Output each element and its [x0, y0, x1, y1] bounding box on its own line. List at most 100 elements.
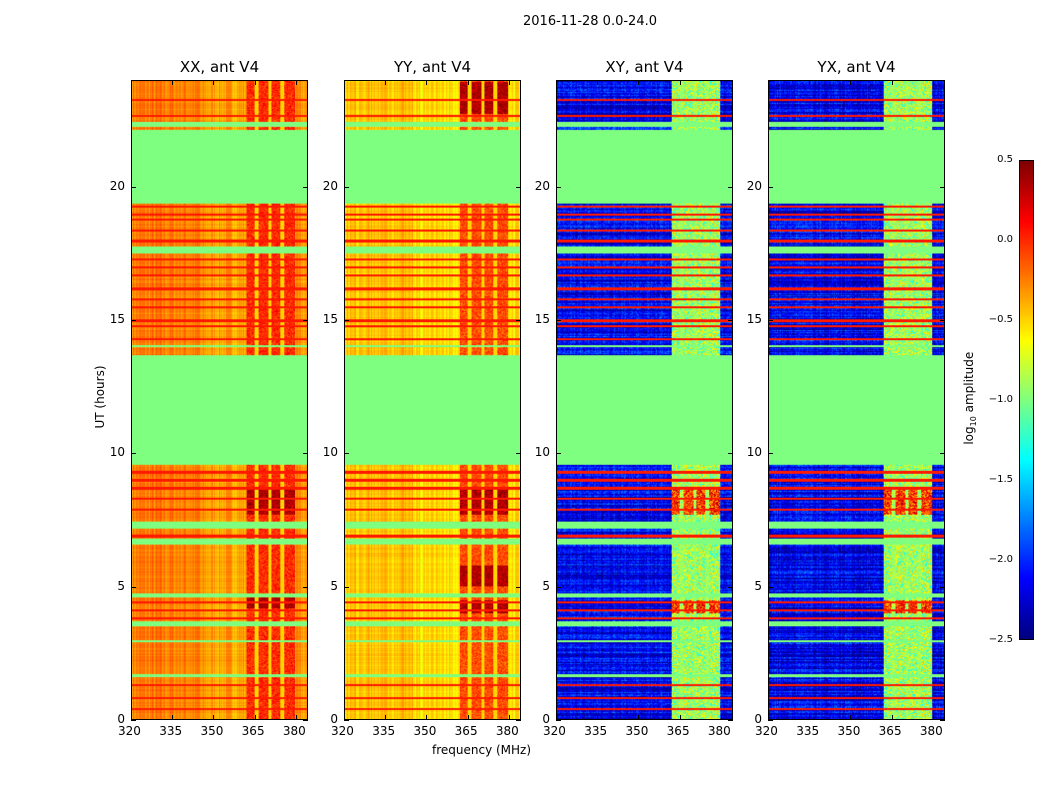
x-tick-mark: [932, 715, 934, 720]
y-tick-mark: [940, 720, 945, 721]
y-tick-mark: [940, 186, 945, 188]
heatmap-image: [557, 81, 732, 719]
heatmap-image: [345, 81, 520, 719]
colorbar-tick-label: −0.5: [988, 314, 1013, 325]
y-tick-label: 20: [746, 178, 762, 193]
y-tick-mark: [516, 320, 521, 321]
y-tick-mark: [728, 453, 733, 455]
x-tick-label: 335: [372, 724, 396, 738]
y-tick-mark: [344, 453, 349, 455]
x-tick-mark: [467, 80, 469, 85]
y-tick-mark: [556, 720, 561, 721]
y-tick-mark: [768, 720, 773, 721]
y-tick-label: 5: [754, 578, 762, 593]
x-tick-mark: [556, 715, 557, 720]
y-tick-mark: [516, 586, 521, 588]
x-tick-label: 320: [331, 724, 354, 738]
x-tick-mark: [809, 80, 811, 85]
y-tick-mark: [303, 186, 308, 188]
x-tick-mark: [213, 715, 215, 720]
y-tick-mark: [344, 186, 349, 188]
y-tick-mark: [940, 320, 945, 321]
x-tick-mark: [467, 715, 469, 720]
x-tick-mark: [932, 80, 934, 85]
y-tick-mark: [516, 186, 521, 188]
y-tick-mark: [728, 720, 733, 721]
y-tick-label: 15: [322, 312, 338, 326]
x-tick-mark: [426, 80, 428, 85]
y-tick-label: 0: [754, 712, 762, 726]
x-tick-mark: [344, 80, 345, 85]
x-tick-mark: [385, 80, 387, 85]
colorbar-tick-label: 0.0: [997, 234, 1013, 245]
x-tick-mark: [809, 715, 811, 720]
x-tick-mark: [131, 715, 132, 720]
heatmap-panel: [768, 80, 945, 720]
y-tick-label: 5: [117, 578, 125, 593]
x-tick-label: 380: [707, 724, 731, 738]
colorbar: [1019, 160, 1034, 640]
x-tick-mark: [295, 80, 297, 85]
y-tick-label: 15: [534, 312, 550, 326]
y-tick-mark: [303, 720, 308, 721]
x-tick-label: 365: [241, 724, 265, 738]
x-tick-mark: [850, 715, 852, 720]
y-tick-label: 0: [117, 712, 125, 726]
x-tick-label: 335: [796, 724, 820, 738]
y-tick-mark: [768, 320, 773, 321]
y-tick-mark: [131, 320, 136, 321]
y-tick-mark: [556, 186, 561, 188]
x-tick-mark: [638, 80, 640, 85]
x-tick-mark: [131, 80, 132, 85]
y-tick-label: 10: [534, 445, 550, 460]
heatmap-panel: [344, 80, 521, 720]
y-tick-mark: [131, 720, 136, 721]
y-tick-mark: [556, 320, 561, 321]
x-tick-label: 350: [200, 724, 224, 738]
x-tick-mark: [254, 80, 256, 85]
x-tick-mark: [720, 715, 722, 720]
x-tick-label: 350: [837, 724, 861, 738]
y-tick-mark: [768, 186, 773, 188]
x-tick-label: 335: [159, 724, 183, 738]
y-tick-mark: [344, 320, 349, 321]
x-tick-mark: [679, 80, 681, 85]
x-tick-mark: [638, 715, 640, 720]
x-tick-mark: [720, 80, 722, 85]
x-tick-label: 365: [666, 724, 690, 738]
x-tick-mark: [768, 80, 769, 85]
y-tick-mark: [728, 320, 733, 321]
x-tick-mark: [426, 715, 428, 720]
colorbar-tick-label: −2.5: [988, 634, 1013, 645]
y-tick-mark: [344, 720, 349, 721]
y-tick-mark: [556, 453, 561, 455]
x-tick-mark: [597, 715, 599, 720]
x-tick-mark: [172, 715, 174, 720]
x-tick-label: 380: [919, 724, 943, 738]
y-tick-mark: [516, 453, 521, 455]
x-tick-mark: [556, 80, 557, 85]
y-tick-label: 0: [542, 712, 550, 726]
y-tick-label: 15: [109, 312, 125, 326]
y-tick-mark: [768, 586, 773, 588]
y-tick-mark: [940, 586, 945, 588]
x-tick-label: 320: [543, 724, 566, 738]
x-tick-label: 380: [282, 724, 306, 738]
y-tick-mark: [728, 586, 733, 588]
colorbar-tick-label: −2.0: [988, 554, 1013, 565]
x-tick-mark: [891, 80, 893, 85]
x-tick-mark: [295, 715, 297, 720]
y-tick-label: 10: [746, 445, 762, 460]
y-tick-label: 5: [542, 578, 550, 593]
y-tick-mark: [131, 586, 136, 588]
y-tick-label: 20: [322, 178, 338, 193]
x-tick-mark: [213, 80, 215, 85]
x-tick-mark: [850, 80, 852, 85]
y-tick-label: 10: [322, 445, 338, 460]
x-tick-label: 335: [584, 724, 608, 738]
x-axis-label: frequency (MHz): [432, 743, 532, 757]
y-tick-label: 20: [534, 178, 550, 193]
y-tick-mark: [768, 453, 773, 455]
y-tick-mark: [728, 186, 733, 188]
